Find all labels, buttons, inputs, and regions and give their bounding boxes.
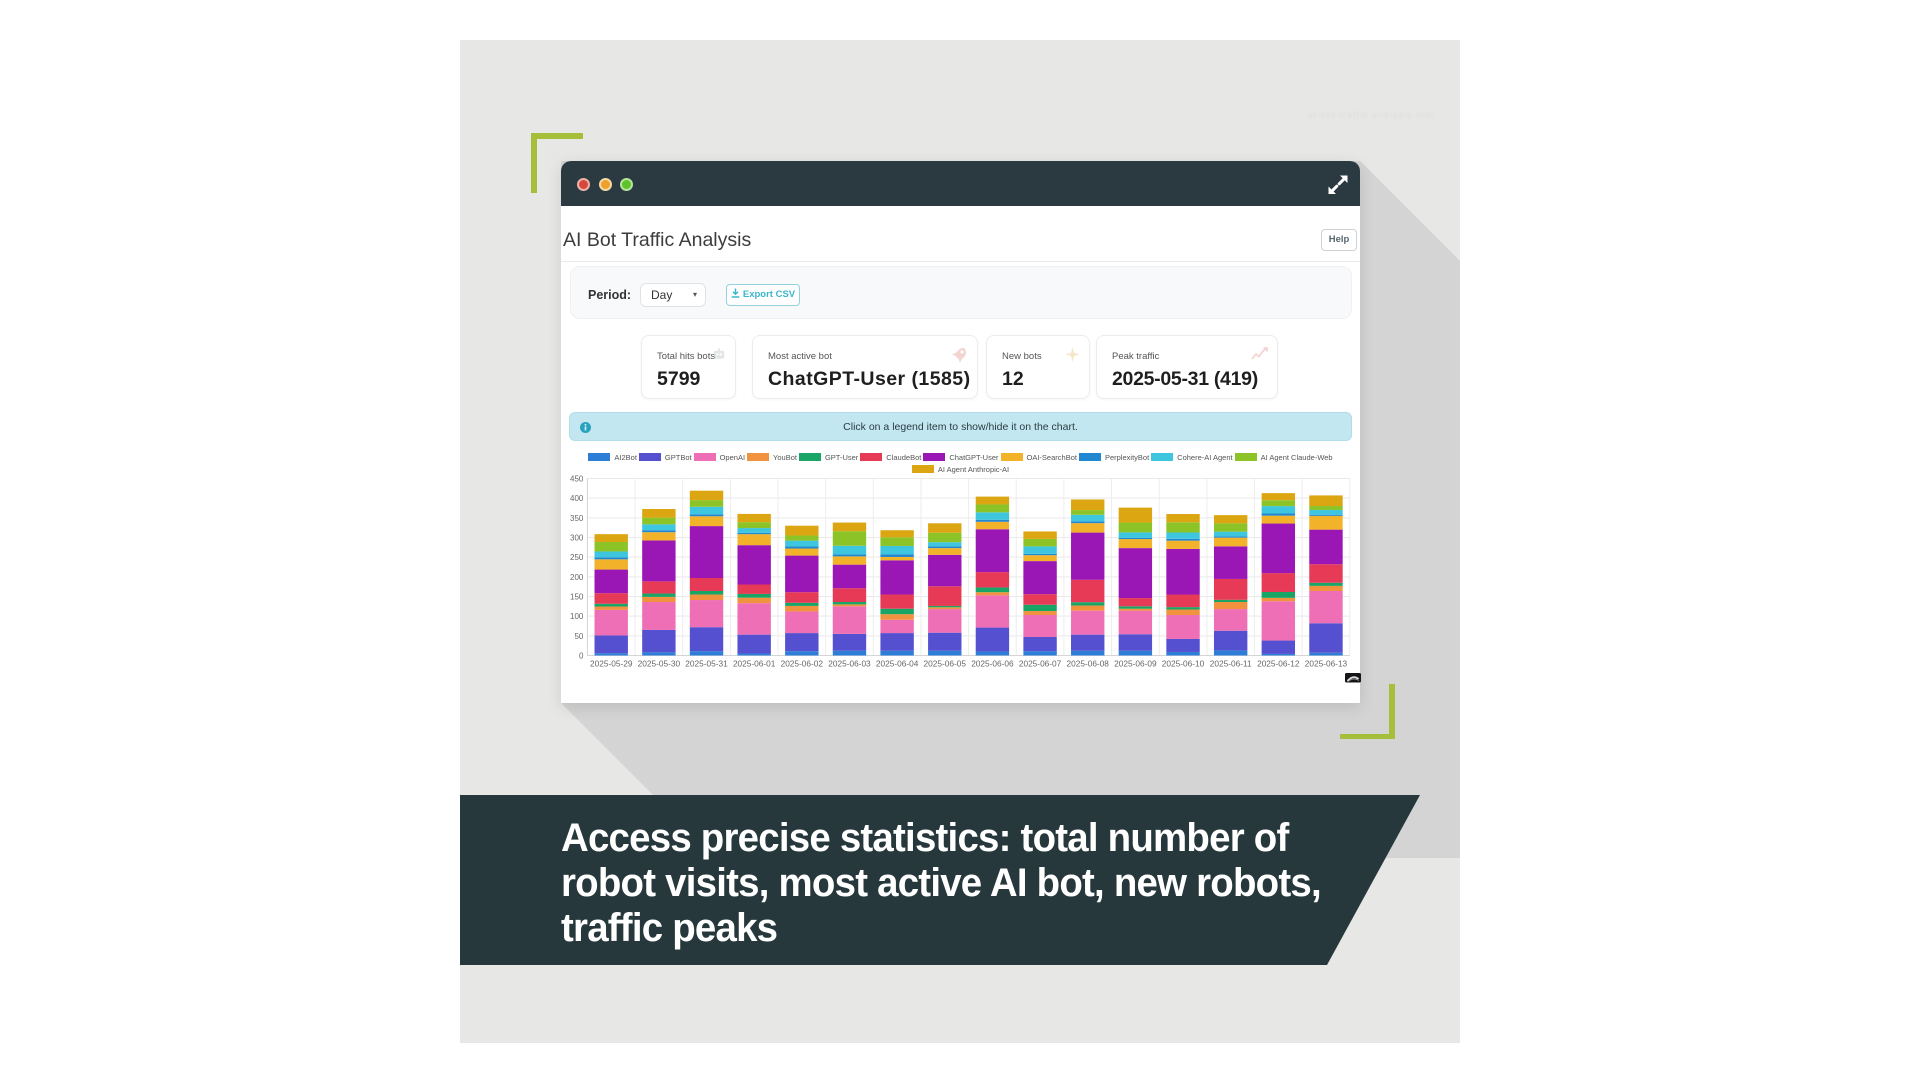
svg-text:2025-06-06: 2025-06-06 — [971, 659, 1014, 669]
svg-text:0: 0 — [579, 652, 584, 661]
svg-text:2025-06-10: 2025-06-10 — [1162, 659, 1205, 669]
svg-text:350: 350 — [570, 514, 584, 523]
svg-text:2025-05-29: 2025-05-29 — [590, 659, 633, 669]
svg-text:150: 150 — [570, 593, 584, 602]
svg-text:2025-06-01: 2025-06-01 — [733, 659, 776, 669]
svg-text:250: 250 — [570, 553, 584, 562]
svg-text:2025-05-30: 2025-05-30 — [638, 659, 681, 669]
svg-text:300: 300 — [570, 534, 584, 543]
svg-text:2025-06-07: 2025-06-07 — [1019, 659, 1062, 669]
svg-text:2025-06-13: 2025-06-13 — [1305, 659, 1348, 669]
svg-text:50: 50 — [574, 632, 583, 641]
svg-text:450: 450 — [570, 475, 584, 484]
svg-text:2025-05-31: 2025-05-31 — [685, 659, 728, 669]
svg-text:2025-06-12: 2025-06-12 — [1257, 659, 1300, 669]
svg-text:2025-06-11: 2025-06-11 — [1210, 659, 1252, 669]
svg-text:2025-06-05: 2025-06-05 — [924, 659, 967, 669]
svg-text:2025-06-02: 2025-06-02 — [781, 659, 824, 669]
svg-text:2025-06-04: 2025-06-04 — [876, 659, 919, 669]
svg-text:400: 400 — [570, 494, 584, 503]
svg-text:2025-06-03: 2025-06-03 — [828, 659, 871, 669]
svg-text:100: 100 — [570, 612, 584, 621]
svg-text:200: 200 — [570, 573, 584, 582]
svg-text:2025-06-09: 2025-06-09 — [1114, 659, 1157, 669]
svg-text:2025-06-08: 2025-06-08 — [1066, 659, 1109, 669]
